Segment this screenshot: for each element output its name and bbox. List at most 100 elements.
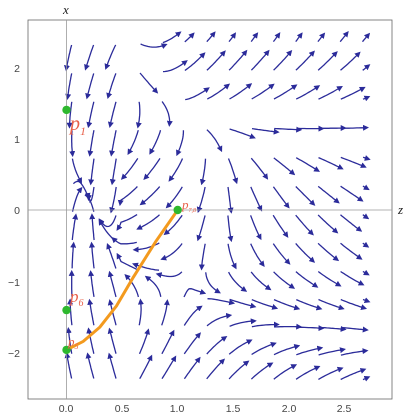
streamline-27 — [106, 73, 117, 100]
streamline-70 — [165, 186, 183, 209]
streamline-69 — [168, 158, 184, 182]
streamline-20 — [89, 213, 96, 241]
streamline-81 — [206, 129, 223, 153]
streamline-154 — [318, 347, 346, 356]
streamline-122 — [272, 186, 290, 209]
streamline-53 — [162, 60, 188, 73]
streamline-11 — [65, 327, 73, 354]
streamline-147 — [318, 157, 344, 170]
streamline-170 — [362, 64, 371, 71]
label-p7-8-sub: 7,8 — [189, 208, 197, 214]
streamline-113 — [251, 298, 279, 310]
streamline-174 — [362, 213, 370, 220]
streamline-101 — [229, 318, 257, 327]
x-tick-neg1: −1 — [8, 277, 20, 289]
streamline-52 — [162, 31, 182, 44]
streamline-142 — [295, 365, 321, 380]
streamline-134 — [295, 157, 321, 172]
streamline-16 — [87, 130, 95, 157]
streamline-49 — [137, 298, 144, 326]
streamline-44 — [117, 186, 138, 207]
label-p5-main: p — [67, 334, 75, 349]
streamline-176 — [362, 269, 370, 276]
streamline-72 — [160, 243, 183, 261]
streamline-102 — [228, 339, 253, 355]
label-p1: p1 — [68, 113, 86, 138]
streamline-74 — [183, 288, 207, 298]
streamline-91 — [228, 32, 237, 43]
streamline-161 — [340, 185, 364, 202]
streamline-111 — [250, 243, 265, 267]
streamline-108 — [250, 157, 269, 180]
streamline-71 — [163, 214, 183, 236]
streamline-12 — [64, 352, 73, 379]
streamline-60 — [132, 262, 160, 271]
streamline-177 — [362, 297, 371, 304]
streamline-140 — [296, 325, 325, 332]
streamline-58 — [136, 214, 160, 230]
streamline-159 — [340, 124, 369, 131]
streamline-97 — [227, 215, 234, 243]
streamline-109 — [250, 186, 263, 212]
label-p1-sub: 1 — [80, 124, 86, 138]
streamline-84 — [196, 215, 206, 242]
streamline-63 — [161, 329, 175, 355]
streamline-56 — [143, 158, 161, 180]
streamline-115 — [251, 341, 277, 356]
streamline-160 — [340, 156, 367, 168]
streamline-110 — [249, 215, 262, 241]
x-axis-label: x — [62, 2, 69, 17]
fixed-point-p1 — [62, 105, 71, 115]
x-tick-neg2: −2 — [8, 348, 20, 360]
streamline-125 — [273, 271, 296, 289]
x-tick-0: 0 — [14, 205, 20, 217]
streamline-65 — [184, 32, 195, 43]
streamline-169 — [361, 32, 371, 43]
streamline-145 — [318, 85, 343, 100]
z-tick-0-5: 0.5 — [115, 403, 130, 415]
label-p7-8-main: p — [181, 197, 189, 212]
streamline-14 — [85, 73, 95, 100]
x-tick-2: 2 — [14, 63, 20, 75]
streamline-15 — [86, 101, 95, 129]
streamline-75 — [183, 305, 203, 326]
streamline-103 — [228, 360, 250, 380]
streamline-163 — [340, 242, 363, 260]
streamline-78 — [206, 31, 216, 43]
streamline-95 — [227, 158, 239, 185]
streamline-28 — [107, 101, 117, 128]
streamline-167 — [340, 348, 369, 356]
streamline-26 — [104, 44, 117, 70]
fixed-point-p6 — [62, 305, 71, 315]
streamline-39 — [140, 43, 168, 49]
streamline-43 — [120, 158, 139, 180]
streamline-36 — [107, 299, 117, 326]
streamline-99 — [228, 271, 248, 292]
orange-trajectory — [65, 208, 180, 352]
streamline-59 — [132, 242, 160, 253]
streamline-73 — [155, 271, 183, 279]
streamline-92 — [228, 49, 248, 71]
streamline-165 — [340, 298, 368, 310]
streamline-107 — [251, 127, 280, 135]
streamline-40 — [139, 72, 159, 94]
streamline-116 — [250, 362, 274, 380]
streamline-38 — [107, 352, 117, 379]
streamline-164 — [340, 270, 365, 286]
streamline-68 — [176, 130, 185, 157]
z-axis-label: z — [397, 202, 403, 217]
streamline-114 — [251, 321, 280, 328]
streamline-89 — [206, 335, 228, 355]
streamline-41 — [135, 101, 142, 129]
streamline-149 — [317, 214, 339, 234]
streamline-80 — [206, 83, 231, 100]
streamline-7 — [71, 213, 79, 241]
streamline-141 — [296, 345, 324, 356]
streamline-8 — [70, 241, 77, 269]
streamline-172 — [362, 155, 371, 161]
streamline-148 — [317, 185, 340, 204]
streamline-34 — [106, 243, 117, 269]
streamline-0 — [63, 44, 73, 72]
streamline-83 — [196, 186, 206, 213]
fixed-point-p7-8 — [173, 205, 182, 215]
